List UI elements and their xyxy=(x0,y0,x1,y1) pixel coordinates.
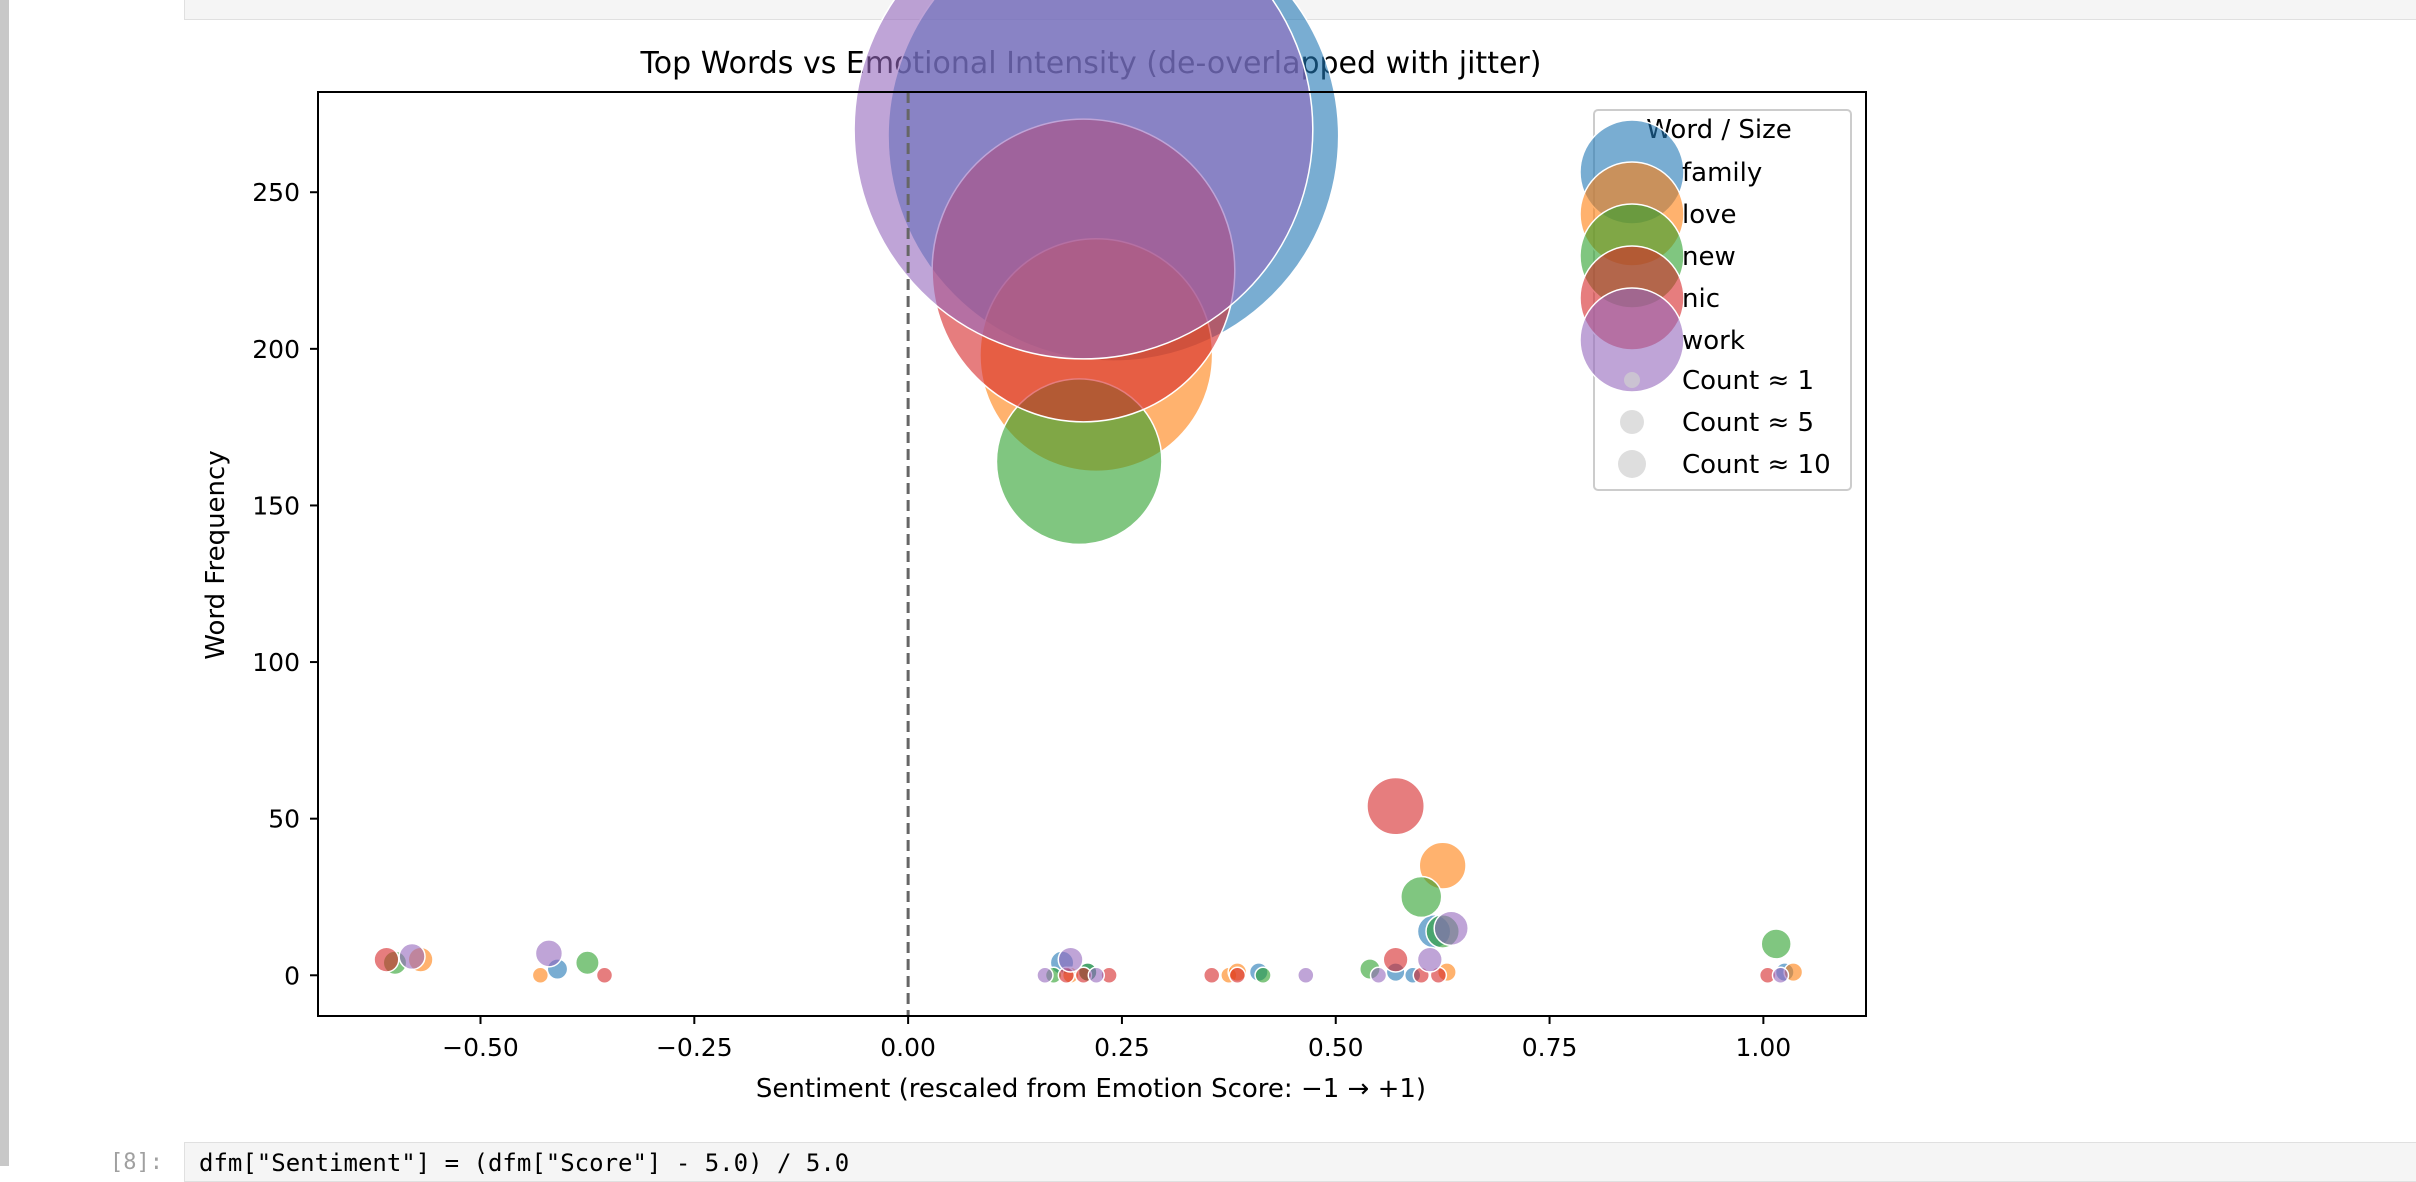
plot-area-frame xyxy=(317,91,1867,1017)
x-tick-label-3: 0.25 xyxy=(1094,1033,1150,1062)
bubble-new-7 xyxy=(1400,875,1443,919)
bubble-work-5 xyxy=(1087,966,1106,985)
next-code-cell[interactable]: dfm["Sentiment"] = (dfm["Score"] - 5.0) … xyxy=(184,1142,2416,1182)
legend-size-label-0: Count ≈ 1 xyxy=(1682,366,1814,396)
bubble-work-10 xyxy=(1771,966,1790,985)
x-axis-label: Sentiment (rescaled from Emotion Score: … xyxy=(756,1074,1426,1104)
legend-size-marker-1 xyxy=(1620,410,1644,434)
x-tick-label-0: −0.50 xyxy=(442,1033,519,1062)
bubble-work-8 xyxy=(1416,946,1443,973)
bubble-work-2 xyxy=(534,939,564,968)
notebook-scrollbar[interactable] xyxy=(0,0,9,1166)
x-tick-label-4: 0.50 xyxy=(1308,1033,1364,1062)
legend-label-work: work xyxy=(1682,326,1745,356)
legend-size-label-2: Count ≈ 10 xyxy=(1682,450,1831,480)
y-tick-label-0: 0 xyxy=(284,961,300,990)
bubble-work-7 xyxy=(1369,966,1388,985)
bubble-new-9 xyxy=(1760,928,1792,960)
bubble-love-7 xyxy=(1418,841,1467,890)
bubble-nic-8 xyxy=(1228,966,1247,985)
bubble-new-5 xyxy=(1254,966,1272,985)
next-cell-code: dfm["Sentiment"] = (dfm["Score"] - 5.0) … xyxy=(199,1149,850,1177)
legend-size-label-1: Count ≈ 5 xyxy=(1682,408,1814,438)
x-tick-label-5: 0.75 xyxy=(1522,1033,1578,1062)
bubble-work-6 xyxy=(1297,966,1315,985)
bubble-work-1 xyxy=(398,942,426,971)
y-axis-label: Word Frequency xyxy=(201,450,231,659)
bubble-work-9 xyxy=(1433,910,1469,947)
legend-label-new: new xyxy=(1682,242,1736,272)
bubble-love-2 xyxy=(531,966,550,985)
y-tick-label-3: 150 xyxy=(252,491,300,520)
bubble-nic-3 xyxy=(595,966,614,985)
x-tick-label-1: −0.25 xyxy=(656,1033,733,1062)
y-tick-label-4: 200 xyxy=(252,335,300,364)
legend-label-love: love xyxy=(1682,200,1737,230)
y-tick-label-5: 250 xyxy=(252,178,300,207)
legend-marker-work xyxy=(1579,287,1685,393)
next-cell-prompt: [8]: xyxy=(110,1150,163,1175)
legend-label-family: family xyxy=(1682,158,1762,188)
x-tick-label-6: 1.00 xyxy=(1736,1033,1792,1062)
legend-size-marker-0 xyxy=(1624,372,1640,388)
y-tick-label-1: 50 xyxy=(268,805,300,834)
legend-label-nic: nic xyxy=(1682,284,1720,314)
bubble-work-4 xyxy=(1057,946,1084,973)
scatter-chart: Top Words vs Emotional Intensity (de-ove… xyxy=(201,0,1867,1104)
bubble-nic-2 xyxy=(373,946,400,973)
bubble-nic-9 xyxy=(1382,946,1409,973)
bubble-nic-7 xyxy=(1202,966,1221,985)
x-tick-label-2: 0.00 xyxy=(880,1033,936,1062)
bubble-work-0 xyxy=(853,0,1314,360)
bubble-work-3 xyxy=(1036,966,1054,985)
legend-size-marker-2 xyxy=(1618,450,1646,478)
y-tick-label-2: 100 xyxy=(252,648,300,677)
bubble-new-2 xyxy=(574,950,600,976)
bubble-nic-1 xyxy=(1366,776,1426,836)
